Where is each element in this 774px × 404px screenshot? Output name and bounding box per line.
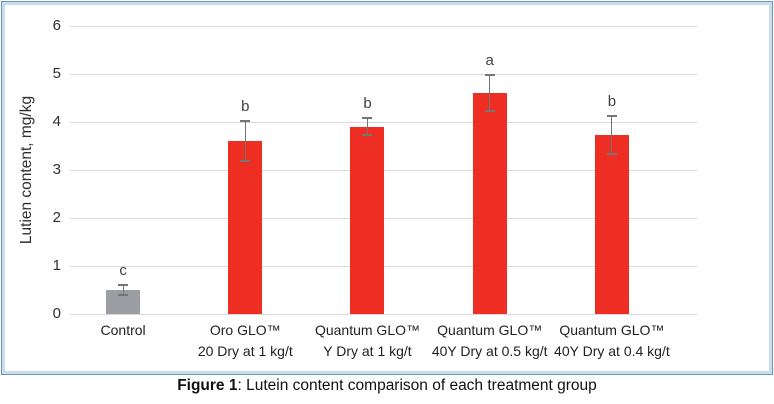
x-axis-category-label-line: 20 Dry at 1 kg/t xyxy=(197,343,293,359)
error-bar-line xyxy=(122,285,124,295)
y-tick-label-6: 6 xyxy=(52,17,61,34)
gridline-y5 xyxy=(70,73,697,75)
category-slot: b Oro GLO™ 20 Dry at 1 kg/t xyxy=(184,26,306,359)
error-bar-line xyxy=(611,115,613,155)
error-bar-cap-bottom xyxy=(606,153,617,156)
x-axis-category-label: Quantum GLO™ Y Dry at 1 kg/t xyxy=(315,320,420,362)
error-bar-line xyxy=(489,74,491,112)
x-axis-category-label-line: Quantum GLO™ xyxy=(437,322,543,338)
error-bar-line xyxy=(244,121,246,162)
gridline-y0 xyxy=(70,313,697,315)
significance-letter: b xyxy=(363,95,372,113)
gridline-y6 xyxy=(70,25,697,27)
category-slot: b Quantum GLO™ 40Y Dry at 0.4 kg/t xyxy=(551,26,673,359)
figure-caption-text: : Lutein content comparison of each trea… xyxy=(237,377,597,394)
x-axis-category-label-line: Y Dry at 1 kg/t xyxy=(323,343,412,359)
x-axis-category-label-line: Quantum GLO™ xyxy=(314,322,421,338)
y-tick-label-5: 5 xyxy=(52,65,61,82)
category-slot: a Quantum GLO™ 40Y Dry at 0.5 kg/t xyxy=(429,26,551,359)
bars-container: c Control b Oro GLO™ 20 Dry at 1 kg/t b Quantu… xyxy=(62,26,673,359)
error-bar-cap-top xyxy=(118,284,129,287)
y-tick-label-2: 2 xyxy=(52,209,61,226)
significance-letter: c xyxy=(119,262,127,280)
y-tick-label-3: 3 xyxy=(52,161,61,178)
error-bar-cap-top xyxy=(362,117,373,120)
error-bar-cap-bottom xyxy=(484,110,495,113)
error-bar-cap-top xyxy=(240,120,251,123)
significance-letter: a xyxy=(485,51,494,69)
category-slot: b Quantum GLO™ Y Dry at 1 kg/t xyxy=(306,26,428,359)
bar xyxy=(594,134,629,314)
figure-caption-label: Figure 1 xyxy=(177,377,238,394)
x-axis-category-label-line: 40Y Dry at 0.4 kg/t xyxy=(554,343,670,359)
x-axis-category-label-line: Control xyxy=(100,322,146,338)
y-tick-label-1: 1 xyxy=(52,257,61,274)
x-axis-category-label: Quantum GLO™ 40Y Dry at 0.4 kg/t xyxy=(554,320,670,362)
error-bar-cap-top xyxy=(484,73,495,76)
bar xyxy=(472,93,507,314)
bar xyxy=(228,141,263,314)
x-axis-category-label: Oro GLO™ 20 Dry at 1 kg/t xyxy=(198,320,293,362)
error-bar-cap-bottom xyxy=(362,134,373,137)
error-bar-line xyxy=(366,118,368,136)
gridline-y4 xyxy=(70,121,697,123)
bar xyxy=(350,126,385,314)
x-axis-category-label: Control xyxy=(101,320,146,341)
y-axis-ticks: 0 1 2 3 4 5 6 xyxy=(2,17,61,322)
figure-caption: Figure 1: Lutein content comparison of e… xyxy=(0,377,774,395)
x-axis-category-label-line: 40Y Dry at 0.5 kg/t xyxy=(431,343,548,359)
y-tick-label-0: 0 xyxy=(52,305,61,322)
error-bar-cap-bottom xyxy=(118,293,129,296)
error-bar-cap-top xyxy=(606,114,617,117)
x-axis-category-label-line: Oro GLO™ xyxy=(209,322,281,338)
significance-letter: b xyxy=(607,92,617,110)
error-bar-cap-bottom xyxy=(240,160,251,163)
y-tick-label-4: 4 xyxy=(52,113,61,130)
x-axis-category-label-line: Quantum GLO™ xyxy=(559,322,665,338)
x-axis-category-label: Quantum GLO™ 40Y Dry at 0.5 kg/t xyxy=(432,320,548,362)
category-slot: c Control xyxy=(62,26,184,338)
significance-letter: b xyxy=(241,98,250,116)
